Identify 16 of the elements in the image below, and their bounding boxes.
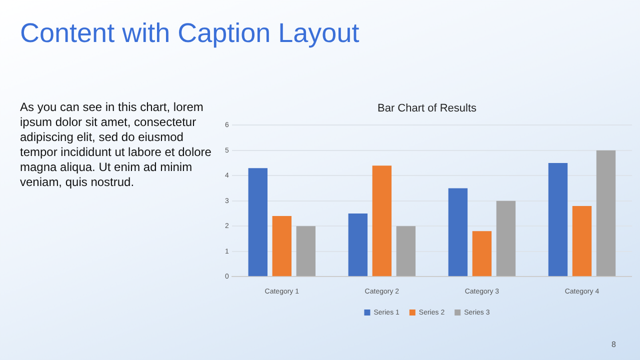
bar (248, 168, 268, 276)
bar (472, 231, 492, 276)
bar (396, 226, 416, 276)
text: Content with Caption Layout (20, 18, 360, 49)
bar (296, 226, 316, 276)
bar (496, 200, 516, 276)
bar (372, 166, 392, 276)
bar (548, 163, 568, 276)
bar (272, 216, 292, 276)
bar (448, 188, 468, 276)
bar (572, 206, 592, 276)
text: 8 (612, 340, 616, 349)
bar (596, 150, 616, 276)
bar (348, 214, 368, 276)
text: As you can see in this chart, lorem ipsum dolor sit amet, consectetur adipiscing elit, sed do eiusmod tempor incididunt ut labore et dolore magna aliqua. Ut enim ad minim veniam, quis nostrud. (20, 100, 212, 190)
chart-title: Bar Chart of Results (377, 102, 478, 115)
